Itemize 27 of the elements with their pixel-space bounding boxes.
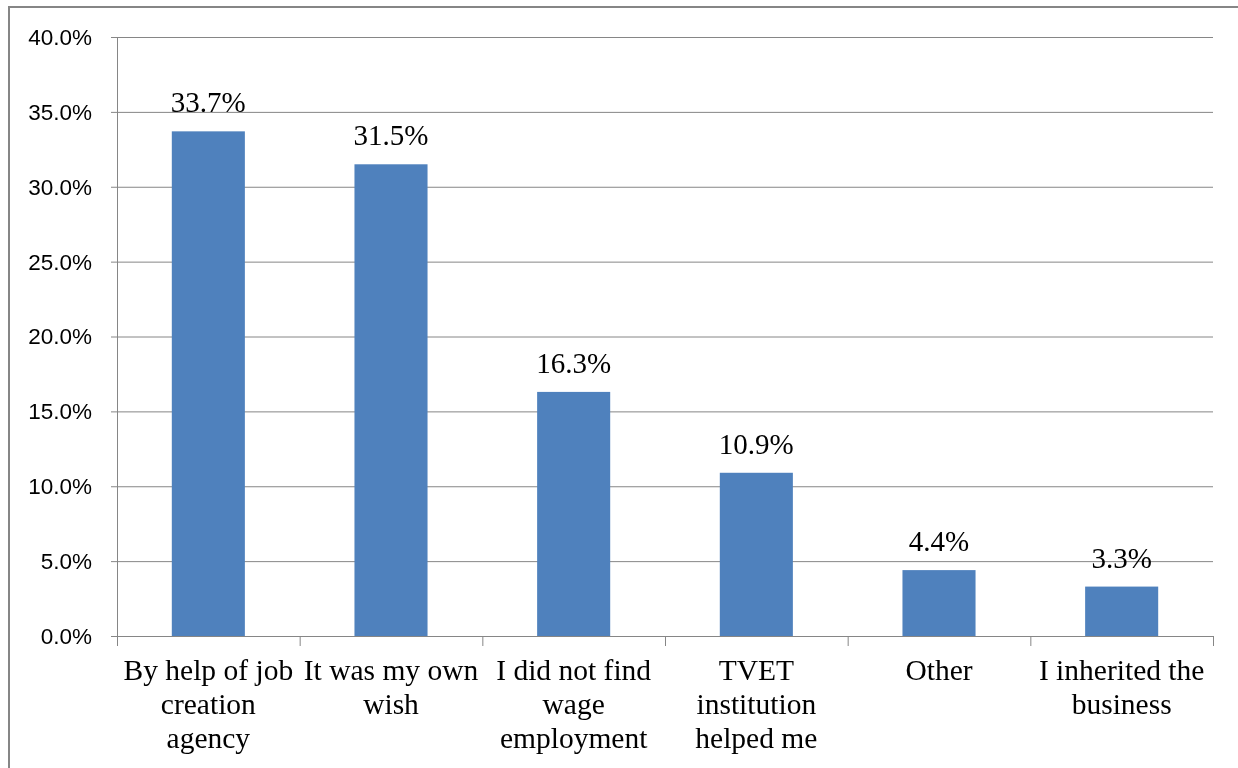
data-label: 10.9% bbox=[718, 427, 794, 460]
bar bbox=[354, 164, 428, 636]
bar bbox=[719, 472, 793, 636]
bar bbox=[1085, 586, 1159, 636]
x-tick-label: I did not find wage employment bbox=[496, 654, 652, 754]
y-tick-label: 20.0% bbox=[28, 324, 92, 350]
bar bbox=[537, 391, 611, 636]
y-tick-label: 5.0% bbox=[40, 549, 92, 574]
x-tick-label: By help of job creation agency bbox=[123, 654, 294, 754]
y-tick-label: 25.0% bbox=[28, 249, 92, 275]
y-tick-label: 0.0% bbox=[40, 623, 92, 649]
bar bbox=[902, 570, 976, 636]
data-label: 3.3% bbox=[1091, 541, 1152, 574]
bar bbox=[171, 131, 245, 636]
data-label: 4.4% bbox=[908, 525, 970, 558]
x-tick-label: I inherited the business bbox=[1038, 654, 1205, 720]
data-label: 16.3% bbox=[536, 346, 612, 379]
y-tick-label: 15.0% bbox=[28, 399, 92, 425]
x-tick-label: It was my own wish bbox=[303, 654, 479, 720]
x-tick-label: TVET institution helped me bbox=[695, 654, 818, 754]
y-tick-label: 35.0% bbox=[28, 99, 92, 125]
y-tick-label: 40.0% bbox=[28, 24, 92, 50]
data-label: 31.5% bbox=[353, 119, 429, 152]
y-tick-label: 10.0% bbox=[28, 474, 92, 500]
y-tick-label: 30.0% bbox=[28, 174, 92, 200]
x-tick-label: Other bbox=[905, 654, 973, 686]
data-label: 33.7% bbox=[170, 86, 246, 119]
